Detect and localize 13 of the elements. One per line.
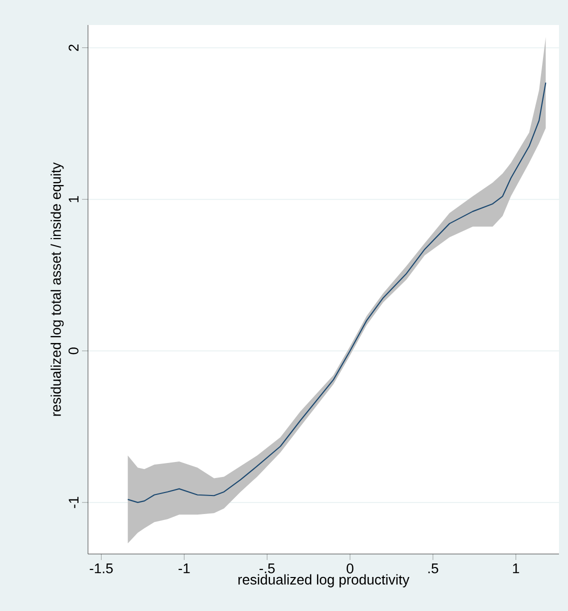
x-tick-label: .5	[428, 564, 438, 574]
y-axis-title: residualized log total asset / inside equity	[50, 162, 64, 416]
x-tick-label: -.5	[260, 564, 275, 574]
x-tick-label: 0	[346, 564, 354, 574]
line-series	[127, 82, 546, 504]
y-tick-label: 2	[68, 44, 78, 51]
x-axis-title: residualized log productivity	[238, 574, 410, 588]
y-tick-label: -1	[68, 496, 78, 508]
x-tick-label: -1	[178, 564, 190, 574]
x-tick-label: -1.5	[90, 564, 113, 574]
y-tick-label: 0	[68, 348, 78, 354]
x-tick-label: 1	[513, 564, 520, 574]
y-tick-label: 1	[68, 196, 78, 202]
